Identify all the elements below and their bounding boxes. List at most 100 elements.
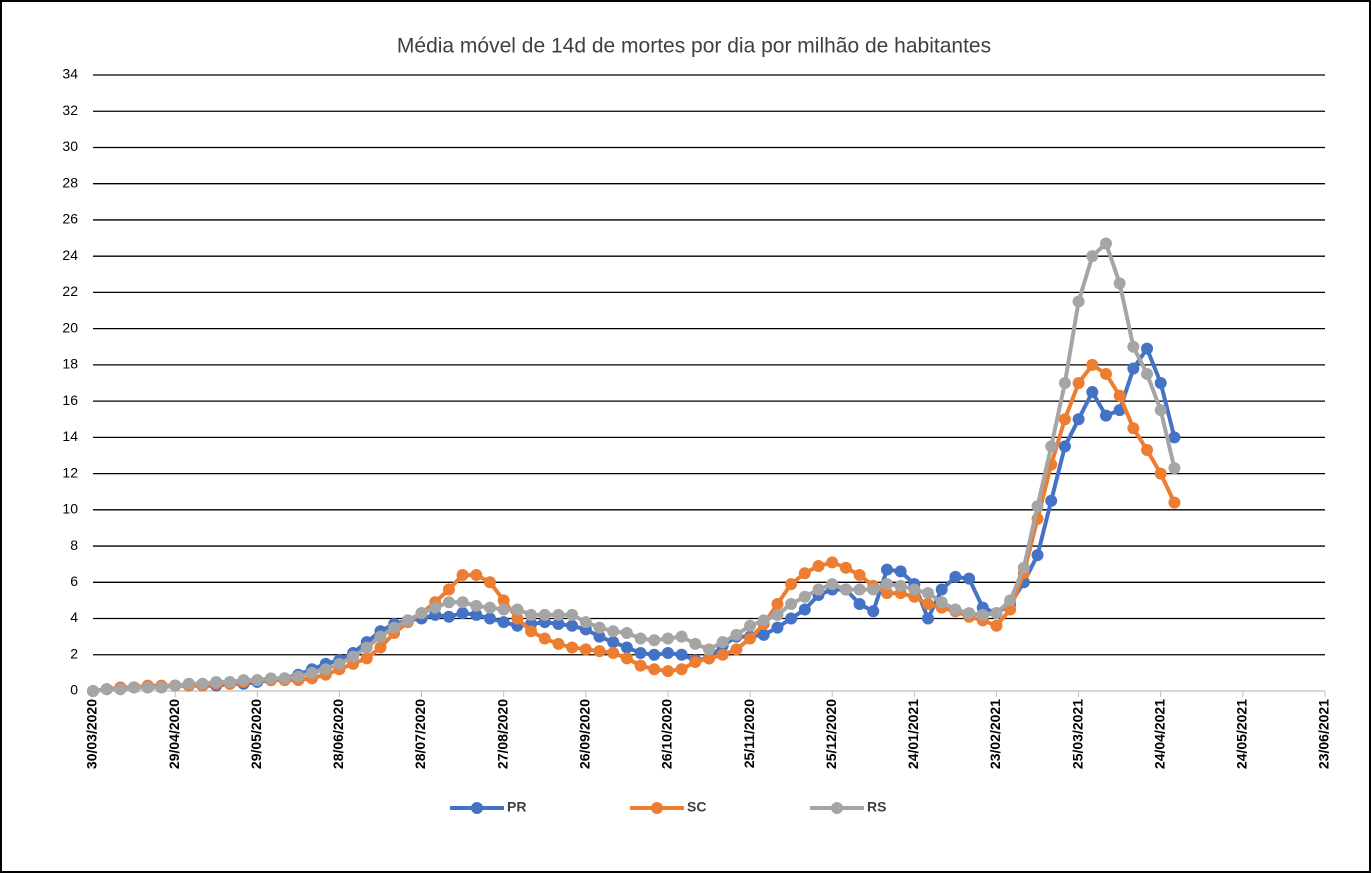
data-point [935, 583, 948, 596]
data-point [1127, 422, 1140, 435]
data-point [812, 559, 825, 572]
data-point [497, 616, 510, 629]
data-point [1004, 594, 1017, 607]
data-point [853, 598, 866, 611]
data-point [1058, 413, 1071, 426]
x-tick-label: 26/10/2020 [659, 699, 675, 769]
x-tick-label: 28/06/2020 [330, 699, 346, 769]
x-tick-label: 25/12/2020 [823, 699, 839, 769]
data-point [839, 583, 852, 596]
data-point [730, 643, 743, 656]
x-tick-label: 25/11/2020 [741, 699, 757, 769]
data-point [894, 579, 907, 592]
legend-marker [651, 802, 663, 814]
data-point [182, 677, 195, 690]
data-point [511, 603, 524, 616]
data-point [566, 641, 579, 654]
data-point [442, 583, 455, 596]
data-point [648, 648, 661, 661]
data-point [771, 608, 784, 621]
data-point [429, 601, 442, 614]
data-point [415, 607, 428, 620]
data-point [689, 637, 702, 650]
data-point [579, 616, 592, 629]
data-point [210, 675, 223, 688]
data-point [87, 685, 99, 697]
data-point [853, 583, 866, 596]
data-point [1099, 409, 1112, 422]
data-point [922, 587, 935, 600]
data-point [607, 646, 620, 659]
data-point [826, 556, 839, 569]
data-point [1168, 462, 1181, 475]
x-tick-label: 26/09/2020 [577, 699, 593, 769]
x-tick-label: 24/01/2021 [905, 699, 921, 769]
data-point [880, 587, 893, 600]
data-point [675, 630, 688, 643]
y-tick-label: 14 [62, 428, 78, 444]
data-point [483, 612, 496, 625]
legend-label: SC [687, 799, 706, 815]
data-point [785, 578, 798, 591]
data-point [388, 621, 401, 634]
data-point [771, 598, 784, 611]
data-point [401, 614, 414, 627]
data-point [880, 563, 893, 576]
data-point [1045, 494, 1058, 507]
data-point [703, 652, 715, 665]
data-point [634, 659, 647, 672]
x-tick-label: 24/05/2021 [1234, 699, 1250, 769]
data-point [771, 621, 784, 634]
data-point [552, 608, 565, 621]
data-point [525, 625, 538, 638]
data-point [552, 637, 565, 650]
data-point [757, 614, 770, 627]
data-point [1058, 440, 1071, 453]
chart-title: Média móvel de 14d de mortes por dia por… [397, 35, 991, 58]
data-point [1031, 549, 1044, 562]
data-point [538, 608, 551, 621]
data-point [347, 650, 360, 663]
x-tick-label: 29/05/2020 [248, 699, 264, 769]
data-point [1004, 603, 1017, 616]
data-point [538, 632, 551, 645]
data-point [620, 652, 633, 665]
data-point [963, 572, 976, 585]
x-tick-label: 30/03/2020 [84, 699, 100, 769]
x-tick-label: 29/04/2020 [166, 699, 182, 769]
data-point [100, 683, 113, 696]
y-tick-label: 2 [70, 645, 78, 661]
y-tick-label: 26 [62, 211, 78, 227]
data-point [990, 607, 1003, 620]
data-point [1086, 358, 1099, 371]
data-point [648, 663, 661, 676]
data-point [306, 666, 319, 679]
data-point [1072, 377, 1085, 389]
data-point [620, 641, 633, 654]
legend-label: RS [867, 799, 886, 815]
data-point [1141, 367, 1154, 380]
data-point [360, 652, 373, 665]
data-point [1141, 342, 1154, 355]
legend-label: PR [507, 799, 526, 815]
data-point [1017, 561, 1030, 574]
data-point [333, 657, 346, 670]
data-point [1072, 413, 1085, 426]
data-point [839, 561, 852, 574]
data-point [374, 630, 387, 643]
data-point [511, 612, 524, 625]
data-point [703, 643, 715, 656]
x-tick-label: 23/02/2021 [987, 699, 1003, 769]
x-tick-label: 25/03/2021 [1069, 699, 1085, 769]
data-point [470, 608, 483, 621]
data-point [922, 598, 935, 611]
data-point [552, 617, 565, 630]
data-point [566, 608, 579, 621]
data-point [442, 596, 455, 609]
data-point [1141, 444, 1154, 457]
data-point [1154, 467, 1167, 480]
data-point [853, 569, 866, 582]
data-point [867, 605, 880, 618]
y-tick-label: 0 [70, 682, 78, 698]
